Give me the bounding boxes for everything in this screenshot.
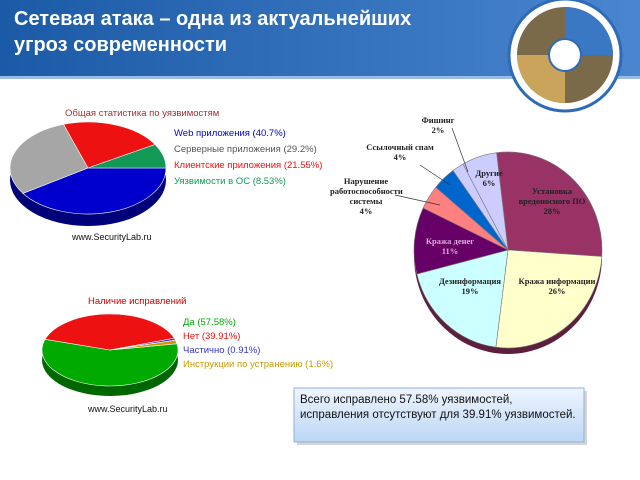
slice-name: Нарушение работоспособности системы — [330, 176, 403, 206]
pie-slice — [416, 249, 509, 348]
chart-source: www.SecurityLab.ru — [88, 404, 168, 414]
note-box — [293, 387, 585, 443]
slice-value: 26% — [548, 286, 566, 296]
chart-title: Общая статистика по уязвимостям — [65, 108, 220, 119]
slice-name: Другие — [475, 168, 503, 178]
note-text: Всего исправлено 57.58% уязвимостей, исп… — [300, 394, 576, 421]
pie-slice — [87, 144, 167, 169]
legend-entry: Нет (39.91%) — [183, 331, 241, 342]
pie-slice — [496, 151, 603, 257]
slice-label: Ссылочный спам 4% — [355, 142, 445, 162]
pie-slice — [462, 152, 509, 251]
pie-slice — [63, 121, 156, 169]
slice-name: Ссылочный спам — [366, 142, 434, 152]
slice-label: Дезинформация 19% — [425, 276, 515, 296]
pie-slice — [413, 207, 509, 275]
legend-entry: Серверные приложения (29.2%) — [174, 144, 317, 155]
slice-name: Фишинг — [421, 115, 455, 125]
slide-title-line: угроз современности — [14, 34, 228, 56]
slice-label: Кража информации 26% — [512, 276, 602, 296]
pie-slice — [495, 249, 603, 349]
slice-value: 2% — [431, 125, 445, 135]
legend-entry: Web приложения (40.7%) — [174, 128, 286, 139]
header-rule — [0, 76, 640, 79]
legend-entry: Частично (0.91%) — [183, 345, 261, 356]
leader-line — [419, 164, 451, 186]
slice-value: 19% — [461, 286, 479, 296]
pie-slice — [44, 313, 175, 351]
slice-label: Фишинг 2% — [393, 115, 483, 135]
chart-source: www.SecurityLab.ru — [72, 232, 152, 242]
slice-label: Установка вредоносного ПО 28% — [507, 186, 597, 216]
slice-value: 11% — [441, 246, 459, 256]
pie-slice — [41, 338, 179, 387]
slice-label: Кража денег 11% — [405, 236, 495, 256]
slice-value: 28% — [543, 206, 561, 216]
slice-name: Дезинформация — [438, 276, 502, 286]
slice-value: 4% — [359, 206, 373, 216]
pie-slice — [9, 123, 89, 194]
slice-name: Кража информации — [518, 276, 596, 286]
logo-center — [548, 38, 582, 72]
slide-title-line: Сетевая атака – одна из актуальнейших — [14, 8, 412, 30]
legend-entry: Инструкции по устранению (1.6%) — [183, 359, 334, 370]
slice-name: Установка вредоносного ПО — [518, 186, 586, 206]
slice-label: Другие 6% — [469, 168, 509, 188]
legend-entry: Да (57.58%) — [183, 317, 236, 328]
pie-slice — [109, 339, 178, 351]
slice-value: 6% — [482, 178, 496, 188]
slice-name: Кража денег — [425, 236, 475, 246]
slice-value: 4% — [393, 152, 407, 162]
leader-line — [451, 127, 469, 173]
chart-title: Наличие исправлений — [88, 296, 187, 307]
legend-entry: Клиентские приложения (21.55%) — [174, 160, 323, 171]
legend-entry: Уязвимости в ОС (8.53%) — [174, 176, 286, 187]
leader-line — [394, 194, 441, 206]
slice-label: Нарушение работоспособности системы 4% — [330, 176, 403, 216]
